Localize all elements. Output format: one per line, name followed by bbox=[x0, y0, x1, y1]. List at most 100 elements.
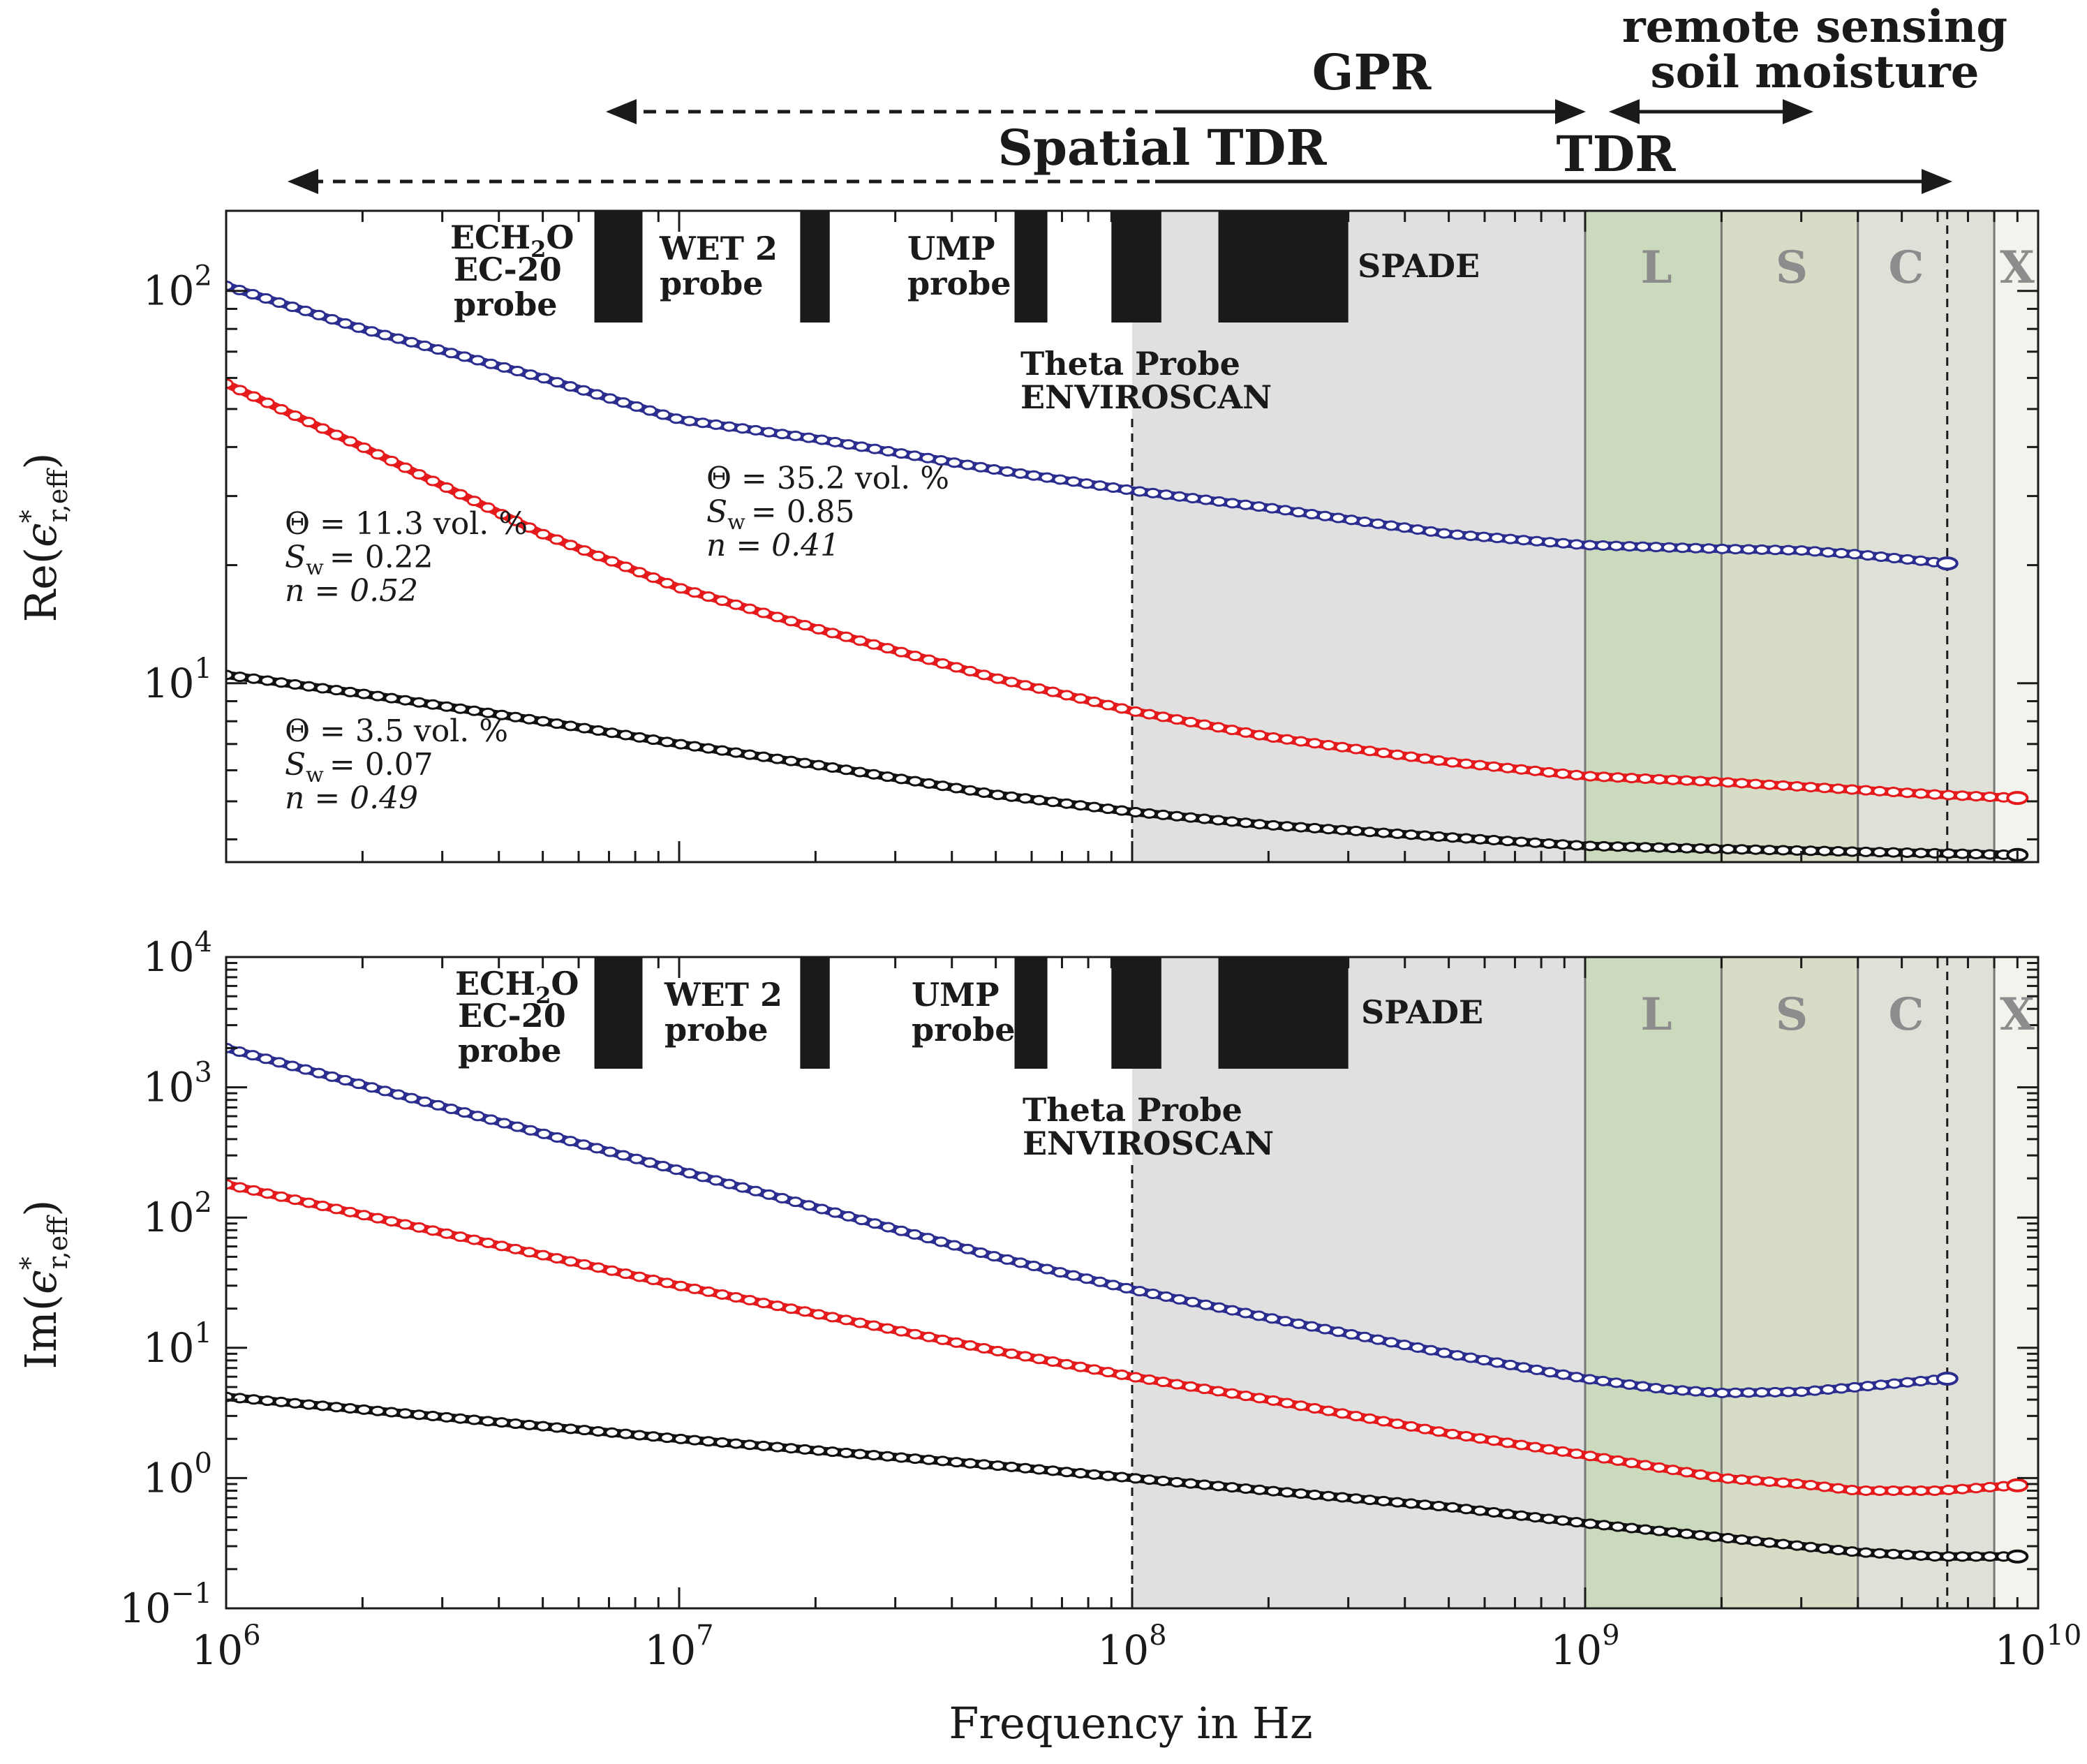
data-point bbox=[722, 421, 737, 432]
data-point bbox=[1265, 732, 1281, 743]
data-point bbox=[1252, 729, 1268, 741]
data-point bbox=[660, 577, 675, 588]
data-point bbox=[1500, 836, 1515, 847]
data-point bbox=[1624, 773, 1640, 784]
data-point bbox=[494, 1417, 510, 1428]
band-label-L: L bbox=[1641, 242, 1672, 294]
data-point bbox=[1844, 784, 1859, 795]
data-point bbox=[854, 1215, 869, 1226]
ump-label: UMP bbox=[912, 976, 1000, 1014]
data-point bbox=[1357, 1331, 1372, 1342]
data-point bbox=[907, 1328, 923, 1340]
data-point bbox=[1927, 847, 1943, 859]
data-point bbox=[1651, 1525, 1667, 1536]
data-point bbox=[1707, 843, 1722, 854]
data-point bbox=[288, 1398, 303, 1409]
data-point bbox=[935, 1334, 951, 1345]
data-point bbox=[1661, 542, 1677, 553]
data-point bbox=[1609, 540, 1624, 551]
data-point bbox=[1748, 1536, 1763, 1547]
data-point bbox=[226, 378, 234, 390]
data-point bbox=[1476, 1355, 1492, 1366]
data-point bbox=[1913, 788, 1929, 799]
data-point bbox=[1169, 1379, 1184, 1390]
data-point bbox=[632, 1271, 647, 1282]
data-point bbox=[1582, 1451, 1598, 1462]
ech2o-label: ECH2O bbox=[450, 218, 574, 262]
data-point bbox=[563, 540, 579, 551]
band-label-X: X bbox=[2000, 988, 2035, 1041]
data-point bbox=[1847, 549, 1862, 560]
data-point bbox=[682, 1168, 697, 1179]
data-point bbox=[783, 1303, 799, 1314]
x-tick-label: 109 bbox=[1550, 1620, 1619, 1674]
data-point bbox=[1748, 844, 1763, 855]
data-point bbox=[715, 745, 730, 756]
panel-im: 10−1 100 101 102 103 104 106 107 108 109 1010 L S… bbox=[15, 926, 2081, 1749]
data-point bbox=[1004, 1348, 1019, 1359]
data-point bbox=[1059, 1467, 1074, 1478]
data-point bbox=[453, 1231, 468, 1243]
data-point bbox=[1936, 1371, 1959, 1386]
data-point bbox=[1701, 543, 1716, 554]
data-point bbox=[1665, 1465, 1681, 1476]
data-point bbox=[1169, 714, 1184, 725]
data-point bbox=[825, 762, 840, 773]
data-point bbox=[933, 454, 949, 466]
data-point bbox=[1100, 1367, 1115, 1378]
data-point bbox=[1741, 1387, 1756, 1398]
data-point bbox=[1265, 1485, 1281, 1497]
data-point bbox=[748, 1185, 764, 1196]
data-point bbox=[1886, 1485, 1901, 1496]
data-point bbox=[301, 417, 316, 428]
data-point bbox=[1968, 1551, 1984, 1562]
data-point bbox=[1045, 1465, 1060, 1476]
data-point bbox=[1445, 1502, 1460, 1513]
data-point bbox=[715, 595, 730, 606]
data-point bbox=[1106, 482, 1121, 493]
data-point bbox=[398, 1219, 413, 1230]
data-point bbox=[1734, 1534, 1749, 1546]
data-point bbox=[775, 429, 790, 440]
data-point bbox=[494, 509, 510, 520]
data-point bbox=[866, 1450, 882, 1461]
data-point bbox=[577, 1425, 592, 1436]
data-point bbox=[274, 403, 289, 415]
data-point bbox=[1293, 822, 1309, 833]
data-point bbox=[920, 1233, 935, 1244]
data-point bbox=[1541, 1444, 1557, 1455]
frequency-band-backgrounds bbox=[1131, 956, 2038, 1608]
range-arrows bbox=[288, 99, 1952, 194]
data-point bbox=[1927, 1485, 1943, 1496]
data-point bbox=[1279, 734, 1295, 745]
data-point bbox=[443, 1104, 459, 1115]
data-point bbox=[1293, 1400, 1309, 1411]
data-point bbox=[272, 297, 287, 308]
data-point bbox=[604, 1265, 620, 1276]
spade-label: SPADE bbox=[1361, 993, 1483, 1031]
data-point bbox=[1767, 544, 1783, 556]
data-point bbox=[430, 344, 445, 355]
data-point bbox=[1913, 555, 1929, 566]
data-point bbox=[1609, 1377, 1624, 1388]
data-point bbox=[1417, 830, 1432, 841]
data-point bbox=[1674, 542, 1690, 554]
data-point bbox=[797, 620, 812, 631]
data-point bbox=[1053, 474, 1068, 485]
data-point bbox=[770, 1441, 785, 1453]
data-point bbox=[439, 482, 454, 494]
frequency-band-backgrounds bbox=[1131, 209, 2038, 862]
data-point bbox=[1265, 820, 1281, 831]
data-point bbox=[815, 434, 830, 445]
data-point bbox=[343, 1403, 358, 1414]
data-point bbox=[577, 722, 592, 734]
data-point bbox=[852, 1317, 868, 1328]
data-point bbox=[1417, 753, 1432, 764]
data-point bbox=[1304, 1321, 1319, 1332]
data-point bbox=[1330, 512, 1346, 524]
data-point bbox=[715, 1437, 730, 1448]
data-point bbox=[245, 288, 260, 299]
data-point bbox=[1000, 466, 1015, 477]
data-point bbox=[632, 567, 647, 578]
